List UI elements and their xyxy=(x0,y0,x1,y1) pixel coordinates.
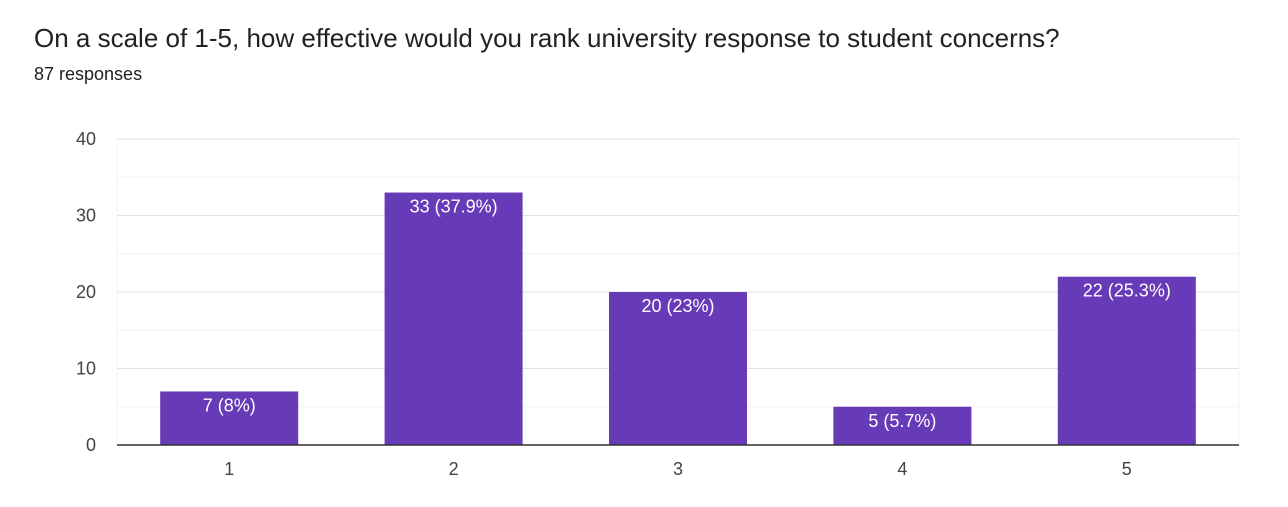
y-tick-label: 30 xyxy=(76,206,96,226)
bar-3[interactable] xyxy=(608,292,748,445)
x-axis-ticks: 1 2 3 4 5 xyxy=(224,459,1132,479)
y-tick-label: 20 xyxy=(76,282,96,302)
response-count: 87 responses xyxy=(34,64,143,84)
x-tick-label: 5 xyxy=(1122,459,1132,479)
y-tick-label: 40 xyxy=(76,129,96,149)
y-tick-label: 0 xyxy=(86,435,96,455)
bar-4[interactable] xyxy=(833,406,972,445)
x-tick-label: 3 xyxy=(673,459,683,479)
bar-data-label: 20 (23%) xyxy=(641,296,714,316)
bar-5[interactable] xyxy=(1057,276,1196,445)
y-axis-ticks: 0 10 20 30 40 xyxy=(76,129,96,455)
bars xyxy=(160,192,1196,445)
bar-data-label: 22 (25.3%) xyxy=(1083,281,1171,301)
x-tick-label: 2 xyxy=(449,459,459,479)
question-title: On a scale of 1-5, how effective would y… xyxy=(34,23,1060,53)
bar-data-label: 5 (5.7%) xyxy=(868,411,936,431)
y-tick-label: 10 xyxy=(76,359,96,379)
x-tick-label: 1 xyxy=(224,459,234,479)
bar-data-labels: 7 (8%) 33 (37.9%) 20 (23%) 5 (5.7%) 22 (25.3… xyxy=(203,197,1171,431)
bar-data-label: 7 (8%) xyxy=(203,395,256,415)
bar-data-label: 33 (37.9%) xyxy=(410,197,498,217)
bar-1[interactable] xyxy=(160,391,299,445)
bar-2[interactable] xyxy=(384,192,523,445)
x-tick-label: 4 xyxy=(897,459,907,479)
